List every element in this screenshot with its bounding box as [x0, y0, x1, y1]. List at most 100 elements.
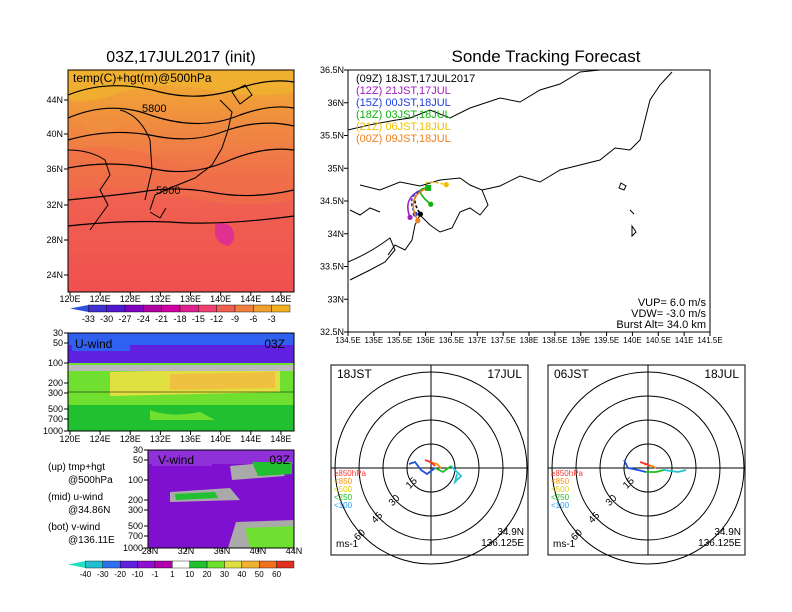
v-wind-green-1: [175, 492, 218, 500]
hodo-level-label: <100: [334, 501, 353, 510]
u-lon-tick-label: 144E: [240, 434, 261, 444]
pressure-tick-label: 30: [53, 328, 63, 338]
hodo-trace: [646, 469, 665, 473]
wind-cbar-swatch: [154, 560, 173, 569]
lon-tick-label: 136E: [180, 294, 201, 304]
left-title: 03Z,17JUL2017 (init): [106, 49, 255, 66]
track-lon-tick-label: 137.5E: [490, 336, 515, 345]
right-lat-ticks: 36.5N 36N 35.5N 35N 34.5N 34N 33.5N 33N 32.5N: [320, 65, 348, 337]
u-lon-tick-label: 128E: [120, 434, 141, 444]
hodo-lat: 34.9N: [497, 527, 524, 538]
param-vdw: VDW= -3.0 m/s: [631, 308, 706, 320]
track-lon-tick-label: 138E: [520, 336, 539, 345]
wind-cbar-label: 50: [255, 570, 264, 579]
pressure-tick-label: 1000: [123, 543, 143, 553]
wind-cbar-swatch: [172, 560, 190, 569]
v-wind-label: V-wind: [158, 453, 194, 467]
temp-cbar-label: -21: [155, 314, 168, 324]
hodo-level-label: <250: [334, 493, 353, 502]
tracking-coast: [348, 70, 673, 281]
temp-cbar-swatch: [179, 304, 199, 313]
wind-cbar-label: 60: [272, 570, 281, 579]
temp-cbar-swatch: [216, 304, 236, 313]
v-wind-green-2: [252, 462, 292, 476]
hodo-trace: [639, 461, 651, 467]
lat-tick-label: 44N: [46, 95, 63, 105]
track-lon-tick-label: 134.5E: [335, 336, 360, 345]
track-lon-tick-label: 138.5E: [542, 336, 567, 345]
param-vup: VUP= 6.0 m/s: [638, 297, 707, 309]
wind-cbar-label: 1: [170, 570, 175, 579]
temp-cbar-label: -18: [173, 314, 186, 324]
pressure-tick-label: 50: [133, 455, 143, 465]
contour-label-5900: 5900: [156, 185, 180, 197]
track-lat-tick-label: 36N: [327, 98, 344, 108]
sonde-tracks: [407, 181, 449, 224]
track-legend-entry: (09Z) 18JST,17JUL2017: [356, 73, 475, 85]
hodo-trace: [450, 465, 463, 485]
temp-cbar-swatch: [88, 304, 107, 313]
v-lat-tick-label: 40N: [250, 546, 267, 556]
u-lon-tick-label: 136E: [180, 434, 201, 444]
wind-cbar-swatch: [259, 560, 277, 569]
v-wind-label-bg: [152, 452, 212, 466]
track-legend-entry: (18Z) 03JST,18JUL: [356, 109, 451, 121]
track-lat-tick-label: 34.5N: [320, 196, 344, 206]
wind-cbar-swatch: [137, 560, 156, 569]
sonde-landing-point: [407, 214, 413, 220]
sonde-landing-point: [443, 182, 449, 188]
track-lon-tick-label: 135E: [365, 336, 384, 345]
pressure-tick-label: 300: [48, 388, 63, 398]
track-lat-tick-label: 33N: [327, 294, 344, 304]
pressure-tick-label: 500: [48, 404, 63, 414]
v-lat-ticks: 28N 32N 36N 40N 44N: [142, 546, 303, 556]
track-lat-tick-label: 35.5N: [320, 131, 344, 141]
pressure-tick-label: 1000: [43, 426, 63, 436]
track-lon-tick-label: 139E: [571, 336, 590, 345]
v-wind-frame: [147, 449, 295, 549]
wind-cbar-label: 40: [237, 570, 246, 579]
hodo-level-label: <100: [551, 501, 570, 510]
height-contours: [68, 80, 294, 227]
wind-cbar-label: -20: [114, 570, 126, 579]
u-wind-label-bg: [72, 337, 130, 351]
track-legend: (09Z) 18JST,17JUL2017(12Z) 21JST,17JUL(1…: [356, 73, 475, 145]
temp-cbar-label: -15: [192, 314, 205, 324]
wind-cbar-label: -1: [151, 570, 159, 579]
note-mid: (mid) u-wind: [48, 492, 103, 503]
track-lon-tick-label: 141E: [675, 336, 694, 345]
side-notes: (up) tmp+hgt @500hPa (mid) u-wind @34.86…: [48, 462, 115, 546]
map-field-label: temp(C)+hgt(m)@500hPa: [73, 71, 212, 85]
hodo-trace: [663, 469, 687, 473]
lat-tick-label: 36N: [46, 164, 63, 174]
left-lon-ticks: 120E 124E 128E 132E 136E 140E 144E 148E: [59, 292, 291, 304]
wind-cbar-label: -10: [132, 570, 144, 579]
hodo-level-label: ≥850hPa: [334, 469, 367, 478]
note-bot-lon: @136.11E: [68, 535, 115, 546]
track-lon-tick-label: 140E: [623, 336, 642, 345]
hodo-time-bg: [550, 367, 590, 379]
lat-tick-label: 24N: [46, 270, 63, 280]
pressure-tick-label: 700: [48, 414, 63, 424]
lon-tick-label: 148E: [270, 294, 291, 304]
pressure-tick-label: 100: [128, 475, 143, 485]
hodo-date: 18JUL: [704, 367, 739, 381]
u-lon-tick-label: 140E: [210, 434, 231, 444]
wind-cbar-swatch: [224, 560, 243, 569]
pressure-tick-label: 100: [48, 358, 63, 368]
temp-patches: [68, 70, 294, 246]
pressure-tick-label: 200: [128, 495, 143, 505]
temp-cbar-swatch: [161, 304, 181, 313]
sonde-landing-point: [417, 211, 423, 217]
wind-cbar-label: 30: [220, 570, 229, 579]
temp-cbar-swatch: [271, 304, 291, 313]
u-wind-frame: [67, 332, 295, 432]
hodo-level-label: <850: [334, 477, 353, 486]
temp-cbar-swatch: [143, 304, 162, 313]
wind-cbar-label: -40: [80, 570, 92, 579]
track-legend-entry: (00Z) 09JST,18JUL: [356, 133, 451, 145]
lon-tick-label: 120E: [59, 294, 80, 304]
